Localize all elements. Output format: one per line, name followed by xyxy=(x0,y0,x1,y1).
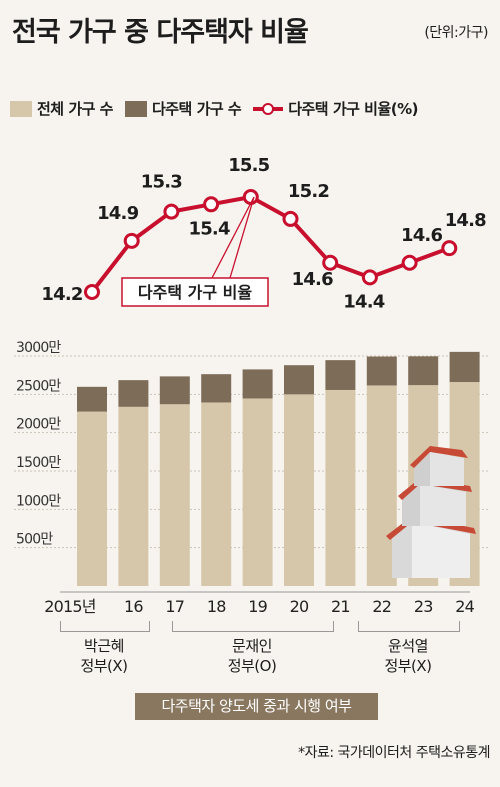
legend-item-ratio: 다주택 가구 비율(%) xyxy=(253,98,418,119)
house-side-top xyxy=(430,452,464,486)
ratio-data-label: 15.5 xyxy=(228,155,269,176)
bar-multi xyxy=(242,369,273,399)
bar-multi xyxy=(325,360,356,390)
gov-status-park: 정부(X) xyxy=(80,657,128,675)
gov-status-moon: 정부(O) xyxy=(227,657,277,675)
ratio-data-label: 14.2 xyxy=(41,284,82,305)
gov-name-yoon: 윤석열 xyxy=(388,637,428,655)
x-tick-label: 21 xyxy=(331,597,350,616)
ratio-data-label: 15.3 xyxy=(141,172,182,193)
y-tick-label: 3000만 xyxy=(16,340,61,356)
legend-swatch-ratio xyxy=(253,101,284,117)
ratio-data-label: 14.8 xyxy=(445,210,486,231)
gov-label-park: 박근혜 정부(X) xyxy=(64,636,144,676)
ratio-point xyxy=(203,196,220,213)
legend-label-total: 전체 가구 수 xyxy=(37,100,113,118)
bar-multi xyxy=(408,356,439,386)
source-note: *자료: 국가데이터처 주택소유통계 xyxy=(298,745,490,761)
legend-label-ratio: 다주택 가구 비율(%) xyxy=(288,100,418,118)
x-tick-label: 16 xyxy=(124,597,143,616)
x-tick-label: 23 xyxy=(414,597,433,616)
gov-bracket-park xyxy=(60,621,150,632)
y-tick-label: 500만 xyxy=(16,532,53,548)
policy-label: 다주택자 양도세 중과 시행 여부 xyxy=(135,693,378,720)
x-tick-label: 2015년 xyxy=(44,597,96,616)
house-roof-top xyxy=(410,446,468,468)
ratio-data-label: 14.6 xyxy=(401,225,442,246)
ratio-point xyxy=(242,189,259,205)
y-tick-label: 2000만 xyxy=(16,417,61,433)
ratio-data-label: 15.4 xyxy=(188,218,229,239)
ratio-point xyxy=(322,254,339,271)
ratio-data-label: 14.9 xyxy=(97,203,138,224)
x-tick-label: 19 xyxy=(248,597,267,616)
unit-label: (단위:가구) xyxy=(424,25,488,41)
house-side-bottom xyxy=(412,522,470,578)
gov-bracket-moon xyxy=(172,621,334,632)
ratio-point xyxy=(282,210,299,227)
gov-name-park: 박근혜 xyxy=(84,637,124,655)
x-tick-label: 20 xyxy=(290,597,309,616)
bar-multi xyxy=(118,380,149,407)
x-tick-label: 17 xyxy=(165,597,184,616)
legend-swatch-multi xyxy=(124,100,147,117)
gov-bracket-yoon xyxy=(358,621,460,632)
legend-swatch-total xyxy=(10,100,32,117)
bar-total xyxy=(77,411,107,586)
bar-multi xyxy=(77,386,107,412)
chart-title: 전국 가구 중 다주택자 비율 xyxy=(12,17,309,48)
ratio-point xyxy=(123,232,140,249)
gov-label-moon: 문재인 정부(O) xyxy=(212,636,292,676)
y-tick-label: 2500만 xyxy=(16,378,61,394)
bar-total xyxy=(159,404,190,586)
ratio-point xyxy=(401,254,418,271)
legend-item-multi: 다주택 가구 수 xyxy=(124,98,242,119)
bar-total xyxy=(118,406,149,586)
bar-multi xyxy=(159,376,190,405)
bar-multi xyxy=(366,356,397,386)
bar-total xyxy=(242,398,273,586)
x-tick-label: 18 xyxy=(207,597,226,616)
callout-leader-line-2 xyxy=(229,196,255,279)
bar-total xyxy=(284,394,314,586)
house-illustration xyxy=(386,446,476,578)
x-tick-label: 22 xyxy=(372,597,391,616)
y-tick-label: 1000만 xyxy=(16,493,61,509)
bar-total xyxy=(201,402,232,586)
legend: 전체 가구 수 다주택 가구 수 다주택 가구 비율(%) xyxy=(10,98,430,119)
gov-label-yoon: 윤석열 정부(X) xyxy=(368,636,448,676)
bar-multi xyxy=(201,374,232,403)
ratio-data-label: 14.6 xyxy=(292,269,333,290)
ratio-point xyxy=(361,269,378,286)
x-tick-label: 24 xyxy=(455,597,474,616)
ratio-point xyxy=(163,203,180,220)
legend-label-multi: 다주택 가구 수 xyxy=(151,100,242,118)
ratio-data-label: 14.4 xyxy=(343,291,384,312)
legend-item-total: 전체 가구 수 xyxy=(10,98,113,119)
ratio-line xyxy=(90,195,450,294)
callout-label: 다주택 가구 비율 xyxy=(138,283,252,302)
house-side-middle xyxy=(420,484,466,526)
callout-box xyxy=(121,277,269,307)
bar-total xyxy=(325,389,356,586)
y-tick-label: 1500만 xyxy=(16,455,61,471)
bar-multi xyxy=(449,351,480,383)
callout-leader-line-1 xyxy=(211,196,255,279)
bar-total xyxy=(366,385,397,586)
ratio-point xyxy=(84,284,100,300)
bar-multi xyxy=(284,365,314,395)
ratio-point xyxy=(441,240,458,257)
gov-name-moon: 문재인 xyxy=(232,637,272,655)
ratio-data-label: 15.2 xyxy=(288,181,329,202)
gov-status-yoon: 정부(X) xyxy=(384,657,432,675)
